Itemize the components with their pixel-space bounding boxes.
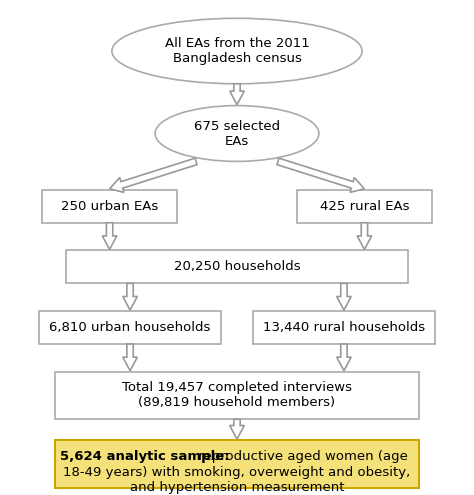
Text: 5,624 analytic sample:: 5,624 analytic sample: bbox=[60, 450, 229, 463]
Text: 425 rural EAs: 425 rural EAs bbox=[319, 200, 409, 213]
FancyArrow shape bbox=[102, 223, 117, 249]
FancyBboxPatch shape bbox=[66, 250, 408, 284]
FancyArrow shape bbox=[277, 158, 365, 193]
FancyArrow shape bbox=[230, 84, 244, 104]
FancyArrow shape bbox=[123, 344, 137, 371]
Text: All EAs from the 2011
Bangladesh census: All EAs from the 2011 Bangladesh census bbox=[164, 37, 310, 65]
FancyArrow shape bbox=[357, 223, 372, 249]
FancyArrow shape bbox=[230, 419, 244, 439]
FancyBboxPatch shape bbox=[297, 190, 431, 223]
Text: 675 selected
EAs: 675 selected EAs bbox=[194, 119, 280, 148]
Ellipse shape bbox=[155, 105, 319, 161]
FancyBboxPatch shape bbox=[43, 190, 177, 223]
Text: Total 19,457 completed interviews
(89,819 household members): Total 19,457 completed interviews (89,81… bbox=[122, 382, 352, 409]
Text: reproductive aged women (age: reproductive aged women (age bbox=[194, 450, 408, 463]
Ellipse shape bbox=[112, 18, 362, 84]
FancyArrow shape bbox=[337, 284, 351, 310]
Text: 13,440 rural households: 13,440 rural households bbox=[263, 321, 425, 334]
FancyArrow shape bbox=[337, 344, 351, 371]
FancyBboxPatch shape bbox=[253, 311, 435, 344]
FancyArrow shape bbox=[109, 158, 197, 193]
FancyArrow shape bbox=[123, 284, 137, 310]
FancyBboxPatch shape bbox=[39, 311, 221, 344]
Text: 250 urban EAs: 250 urban EAs bbox=[61, 200, 158, 213]
FancyBboxPatch shape bbox=[55, 440, 419, 488]
Text: 20,250 households: 20,250 households bbox=[173, 260, 301, 273]
Text: and hypertension measurement: and hypertension measurement bbox=[130, 481, 344, 494]
FancyBboxPatch shape bbox=[55, 372, 419, 419]
Text: 18-49 years) with smoking, overweight and obesity,: 18-49 years) with smoking, overweight an… bbox=[64, 466, 410, 479]
Text: 6,810 urban households: 6,810 urban households bbox=[49, 321, 211, 334]
